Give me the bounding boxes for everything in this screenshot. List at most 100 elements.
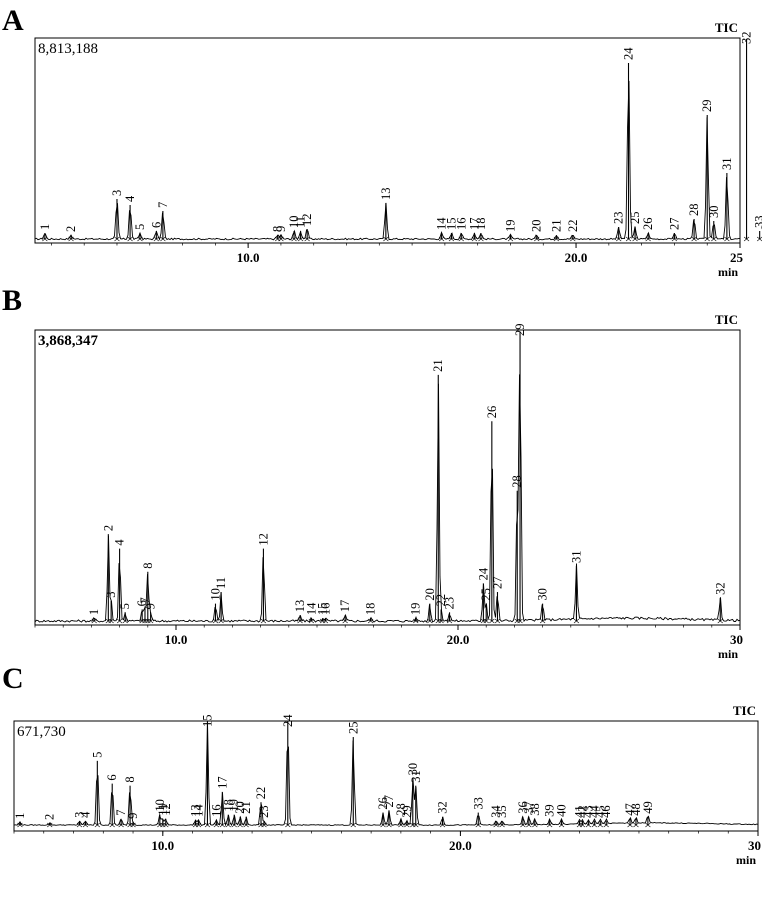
x-axis-label: min [718,265,738,279]
peak-label: 7 [156,202,170,208]
peak-label: 48 [629,803,643,816]
peak-label: 10 [287,216,301,229]
peak-marker [499,822,505,828]
peak-marker [297,618,303,624]
peak-marker [717,618,723,624]
peak-label: 29 [700,100,714,113]
peak-label: 13 [379,188,393,201]
x-tick-label: 10.0 [237,250,260,265]
x-tick-label: 30 [748,838,761,853]
peak-marker [520,822,526,828]
peak-marker [350,822,356,828]
peak-label: 32 [740,32,754,45]
x-tick-label: 20.0 [447,632,470,647]
peak-label: 30 [536,588,550,601]
peak-marker [308,618,315,624]
peak-marker [448,236,455,242]
peak-label: 4 [78,811,92,818]
peak-label: 26 [641,218,655,231]
peak-marker [130,822,136,828]
peak-marker [204,822,211,828]
max-intensity-label: 8,813,188 [38,41,98,57]
peak-marker [597,822,603,828]
peak-label: 15 [200,715,214,728]
peak-label: 30 [406,763,420,776]
peak-marker [439,822,446,828]
peak-label: 24 [281,714,295,727]
max-intensity-label: 671,730 [17,724,66,740]
peak-marker [82,822,89,828]
peak-label: 4 [123,195,137,202]
peak-label: 18 [364,603,378,616]
peak-marker [671,236,678,242]
peak-marker [163,822,169,828]
peak-label: 40 [555,804,569,817]
peak-marker [526,822,532,828]
peak-label: 5 [90,752,104,758]
peak-marker [603,822,609,828]
peak-marker [632,236,638,242]
peak-marker [532,822,538,828]
peak-label: 11 [214,577,228,589]
peak-label: 42 [575,805,589,818]
peak-label: 3 [72,812,86,818]
peak-label: 29 [400,805,414,818]
panel-letter: C [2,662,24,695]
peak-label: 46 [599,805,613,818]
peak-label: 12 [300,214,314,227]
x-axis-label: min [736,853,756,867]
tic-trace [34,374,741,623]
peak-label: 23 [443,597,457,610]
signal-label: TIC [715,20,738,35]
peak-marker [743,236,750,242]
peak-marker [458,236,464,242]
peak-marker [553,236,560,242]
peak-marker [483,618,489,624]
x-tick-label: 30 [730,632,743,647]
peak-label: 1 [13,813,27,819]
peak-marker [260,618,267,624]
peak-label: 8 [271,226,285,232]
peak-label: 5 [133,224,147,230]
peak-label: 26 [376,797,390,810]
plot-frame [13,720,759,832]
peak-marker [367,618,374,624]
peak-label: 2 [64,226,78,232]
peak-marker [380,822,386,828]
peak-label: 22 [254,787,268,800]
peak-marker [404,822,410,828]
peak-marker [109,822,115,828]
tic-trace [34,80,741,241]
peak-marker [195,822,202,828]
tic-trace [13,721,759,827]
peak-label: 38 [528,803,542,816]
peak-label: 7 [138,597,152,603]
peak-label: 34 [759,217,762,230]
max-intensity-label: 3,868,347 [38,333,99,349]
peak-marker [514,618,520,624]
peak-label: 31 [720,158,734,171]
peak-marker [212,618,219,624]
peak-marker [691,236,697,242]
peak-label: 21 [431,359,445,372]
peak-marker [398,822,404,828]
peak-marker [493,822,499,828]
peak-marker [724,236,730,242]
peak-marker [573,618,580,624]
peak-label: 12 [256,533,270,546]
peak-label: 33 [753,216,762,229]
peak-label: 28 [687,204,701,217]
peak-marker [118,822,124,828]
peak-marker [615,236,622,242]
peak-marker [534,236,540,242]
peak-marker [237,822,243,828]
peak-label: 8 [141,563,155,569]
peak-label: 10 [153,799,167,812]
peak-label: 20 [423,588,437,601]
peak-marker [494,618,501,624]
peak-label: 31 [569,550,583,563]
peak-label: 49 [641,801,655,814]
